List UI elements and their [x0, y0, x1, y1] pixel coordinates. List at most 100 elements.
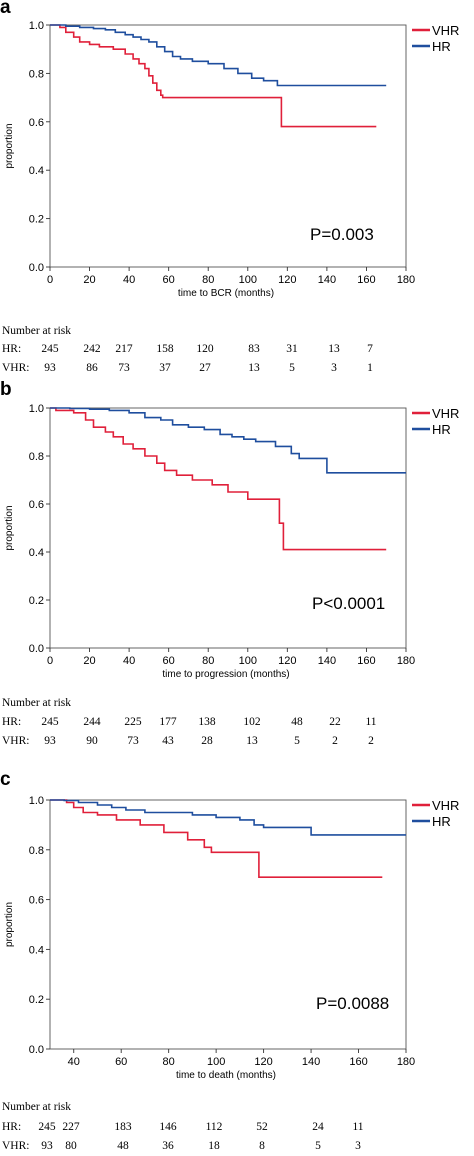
y-tick-label: 0.6: [29, 499, 44, 511]
risk-count: 1: [367, 362, 373, 374]
risk-count: 73: [127, 735, 139, 747]
risk-count: 138: [198, 716, 216, 728]
plot-frame: [49, 799, 407, 1050]
km-plot-death: 0.0 0.2 0.4 0.6 0.8 1.0 40 60 80 100 120 140 160 180 t…: [4, 795, 459, 1081]
km-plot-bcr: 0.0 0.2 0.4 0.6 0.8 1.0 0 20 40 60 80 100 120 140 160 1…: [4, 20, 459, 299]
risk-count: 7: [367, 343, 373, 355]
x-tick-label: 140: [302, 1056, 320, 1068]
risk-table-title: Number at risk: [2, 1101, 71, 1113]
x-tick-label: 0: [47, 655, 53, 667]
risk-table-title: Number at risk: [2, 325, 71, 337]
km-plot-progression: 0.0 0.2 0.4 0.6 0.8 1.0 0 20 40 60 80 100 120 140 160 1…: [4, 403, 459, 680]
risk-row-label: HR:: [2, 1121, 22, 1133]
x-tick-label: 100: [207, 1056, 225, 1068]
risk-count: 48: [117, 1140, 129, 1152]
x-tick-label: 120: [254, 1056, 272, 1068]
risk-count: 2: [368, 735, 374, 747]
risk-count: 18: [208, 1140, 220, 1152]
series-line-hr: [50, 407, 406, 474]
y-tick-label: 0.8: [29, 845, 44, 857]
risk-count: 112: [205, 1121, 223, 1133]
y-tick-label: 0.4: [29, 944, 44, 956]
risk-count: 102: [243, 716, 261, 728]
risk-row-label: VHR:: [2, 1140, 30, 1152]
y-tick-label: 0.8: [29, 68, 44, 80]
risk-count: 11: [365, 716, 377, 728]
risk-count: 73: [118, 362, 130, 374]
x-tick-label: 160: [357, 274, 375, 286]
y-tick-label: 0.2: [29, 214, 44, 226]
x-tick-label: 20: [83, 274, 95, 286]
series-line-vhr: [50, 799, 383, 878]
risk-count: 48: [291, 716, 303, 728]
legend-label: VHR: [432, 23, 459, 38]
risk-count: 31: [286, 343, 298, 355]
panel-c: c 0.0 0.2 0.4 0.6 0.8 1.0 40 60 80 100 120 140 160 18…: [0, 769, 474, 1156]
x-tick-label: 40: [123, 274, 135, 286]
risk-count: 13: [328, 343, 340, 355]
y-tick-label: 0.6: [29, 117, 44, 129]
legend-label: VHR: [432, 798, 459, 813]
risk-count: 245: [41, 716, 59, 728]
risk-count: 5: [315, 1140, 321, 1152]
risk-count: 93: [41, 1140, 53, 1152]
risk-count: 2: [332, 735, 338, 747]
risk-count: 5: [294, 735, 300, 747]
x-tick-label: 160: [349, 1056, 367, 1068]
risk-row-label: VHR:: [2, 362, 30, 374]
x-tick-label: 140: [318, 274, 336, 286]
y-tick-label: 0.2: [29, 595, 44, 607]
risk-count: 242: [83, 343, 101, 355]
risk-count: 24: [312, 1121, 324, 1133]
risk-count: 37: [159, 362, 171, 374]
x-tick-label: 140: [318, 655, 336, 667]
risk-count: 146: [159, 1121, 177, 1133]
risk-count: 3: [355, 1140, 361, 1152]
y-axis-label: proportion: [4, 902, 15, 947]
risk-count: 43: [162, 735, 174, 747]
legend-label: HR: [432, 422, 451, 437]
risk-count: 52: [256, 1121, 268, 1133]
risk-count: 22: [329, 716, 341, 728]
y-tick-label: 0.8: [29, 451, 44, 463]
series-line-hr: [50, 24, 387, 87]
x-tick-label: 100: [239, 274, 257, 286]
risk-table-title: Number at risk: [2, 697, 71, 709]
risk-count: 177: [159, 716, 177, 728]
y-tick-label: 1.0: [29, 20, 44, 32]
x-tick-label: 100: [239, 655, 257, 667]
legend-label: HR: [432, 39, 451, 54]
x-axis-label: time to death (months): [176, 1070, 276, 1081]
y-tick-label: 0.0: [29, 262, 44, 274]
y-tick-label: 0.0: [29, 643, 44, 655]
y-axis-label: proportion: [4, 123, 15, 168]
x-tick-label: 180: [397, 1056, 415, 1068]
x-tick-label: 120: [278, 274, 296, 286]
risk-count: 183: [114, 1121, 132, 1133]
risk-count: 3: [331, 362, 337, 374]
x-tick-label: 20: [83, 655, 95, 667]
panel-letter: c: [0, 769, 11, 790]
risk-count: 80: [65, 1140, 77, 1152]
risk-count: 13: [248, 362, 260, 374]
risk-count: 244: [83, 716, 101, 728]
x-tick-label: 80: [202, 655, 214, 667]
risk-count: 93: [44, 735, 56, 747]
series-line-vhr: [50, 407, 387, 551]
y-tick-label: 0.2: [29, 994, 44, 1006]
y-tick-label: 1.0: [29, 795, 44, 807]
x-tick-label: 80: [163, 1056, 175, 1068]
risk-count: 27: [199, 362, 211, 374]
x-tick-label: 180: [397, 274, 415, 286]
x-tick-label: 60: [115, 1056, 127, 1068]
x-tick-label: 180: [397, 655, 415, 667]
p-value-annotation: P=0.003: [310, 225, 374, 244]
risk-count: 11: [352, 1121, 364, 1133]
risk-count: 158: [156, 343, 174, 355]
risk-count: 90: [86, 735, 98, 747]
risk-count: 13: [246, 735, 258, 747]
y-tick-label: 1.0: [29, 403, 44, 415]
x-axis-label: time to progression (months): [162, 669, 289, 680]
risk-row-label: VHR:: [2, 735, 30, 747]
risk-count: 8: [259, 1140, 265, 1152]
